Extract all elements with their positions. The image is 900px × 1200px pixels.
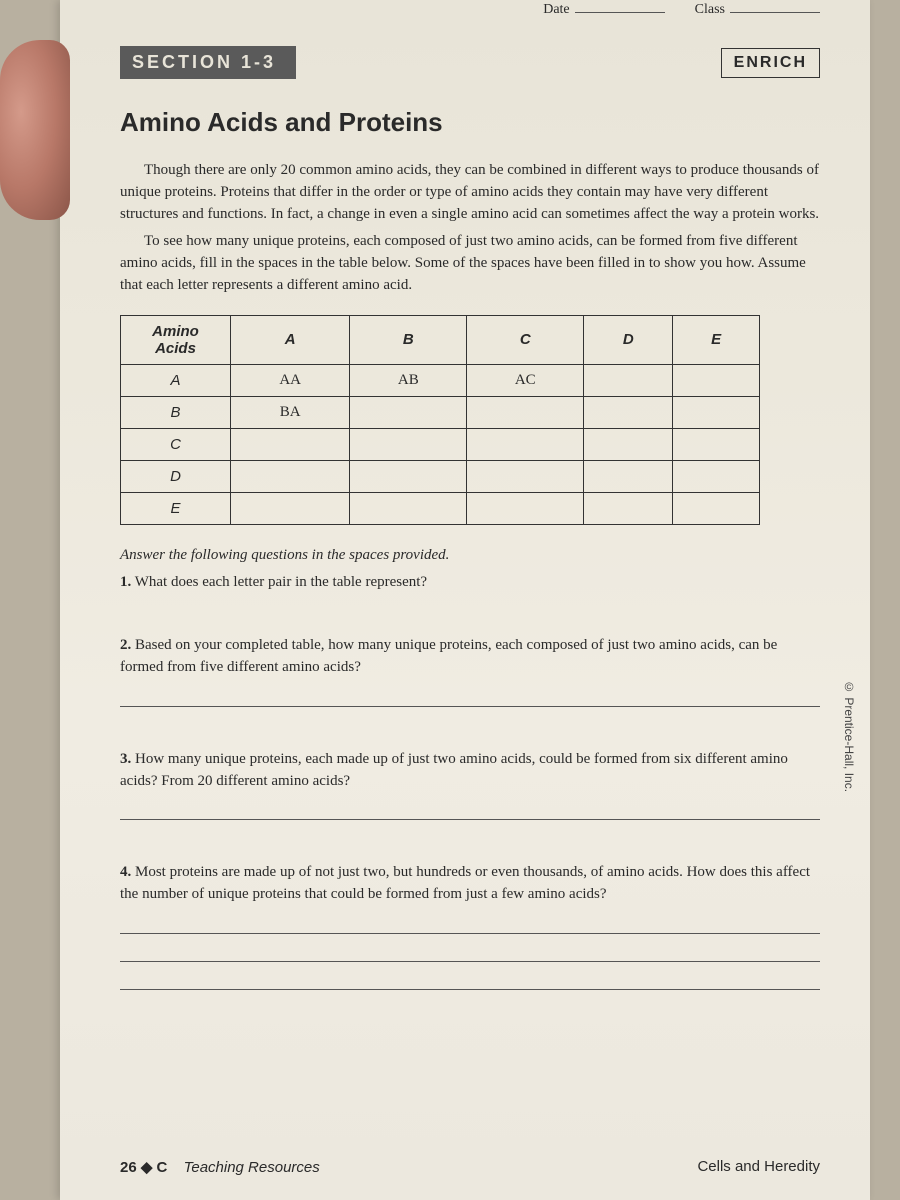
question-number: 2. (120, 637, 131, 653)
hand-holding-page (0, 40, 70, 220)
answer-instruction: Answer the following questions in the sp… (120, 547, 820, 564)
question-2: 2. Based on your completed table, how ma… (120, 635, 820, 679)
table-cell[interactable] (467, 396, 584, 428)
table-corner: Amino Acids (121, 315, 231, 364)
table-cell[interactable] (584, 460, 673, 492)
answer-blank[interactable] (120, 794, 820, 820)
table-cell[interactable] (231, 492, 350, 524)
date-blank[interactable] (575, 12, 665, 13)
answer-blank[interactable] (120, 908, 820, 934)
table-cell[interactable] (673, 492, 760, 524)
question-text: Most proteins are made up of not just tw… (120, 864, 810, 902)
intro-paragraph-1: Though there are only 20 common amino ac… (120, 160, 820, 225)
col-header: A (231, 315, 350, 364)
table-row: B BA (121, 396, 760, 428)
row-label: D (121, 460, 231, 492)
page-title: Amino Acids and Proteins (120, 107, 820, 138)
table-cell[interactable]: AA (231, 364, 350, 396)
question-1: 1. What does each letter pair in the tab… (120, 572, 820, 594)
table-cell[interactable] (584, 364, 673, 396)
table-cell[interactable] (673, 364, 760, 396)
answer-blank[interactable] (120, 936, 820, 962)
question-text: Based on your completed table, how many … (120, 637, 777, 675)
col-header: E (673, 315, 760, 364)
intro-text: Though there are only 20 common amino ac… (120, 160, 820, 297)
intro-paragraph-2: To see how many unique proteins, each co… (120, 231, 820, 296)
row-label: A (121, 364, 231, 396)
question-number: 4. (120, 864, 131, 880)
table-cell[interactable]: BA (231, 396, 350, 428)
question-number: 3. (120, 751, 131, 767)
page-number: 26 ◆ C (120, 1159, 167, 1176)
amino-acids-table: Amino Acids A B C D E A AA AB AC B BA C (120, 315, 760, 525)
table-cell[interactable] (350, 396, 467, 428)
page-footer: 26 ◆ C Teaching Resources Cells and Here… (120, 1158, 820, 1176)
col-header: C (467, 315, 584, 364)
table-row: C (121, 428, 760, 460)
question-3: 3. How many unique proteins, each made u… (120, 749, 820, 793)
col-header: D (584, 315, 673, 364)
table-cell[interactable] (584, 492, 673, 524)
header-fields: Date Class (120, 0, 820, 18)
footer-book-title: Cells and Heredity (697, 1158, 820, 1176)
row-label: B (121, 396, 231, 428)
worksheet-page: Date Class SECTION 1-3 ENRICH Amino Acid… (60, 0, 870, 1200)
table-cell[interactable] (231, 428, 350, 460)
question-number: 1. (120, 574, 131, 590)
table-cell[interactable] (584, 428, 673, 460)
table-cell[interactable]: AC (467, 364, 584, 396)
question-4: 4. Most proteins are made up of not just… (120, 862, 820, 906)
table-cell[interactable] (350, 460, 467, 492)
section-number: SECTION 1-3 (120, 46, 296, 79)
table-cell[interactable] (231, 460, 350, 492)
table-row: A AA AB AC (121, 364, 760, 396)
answer-blank[interactable] (120, 964, 820, 990)
table-cell[interactable] (673, 428, 760, 460)
class-blank[interactable] (730, 12, 820, 13)
table-row: D (121, 460, 760, 492)
date-label: Date (543, 2, 569, 18)
answer-blank[interactable] (120, 681, 820, 707)
table-cell[interactable] (350, 428, 467, 460)
table-cell[interactable] (673, 460, 760, 492)
question-text: What does each letter pair in the table … (135, 574, 427, 590)
row-label: E (121, 492, 231, 524)
question-text: How many unique proteins, each made up o… (120, 751, 788, 789)
col-header: B (350, 315, 467, 364)
enrich-badge: ENRICH (721, 48, 820, 78)
footer-resources: Teaching Resources (184, 1159, 320, 1176)
table-cell[interactable] (350, 492, 467, 524)
table-cell[interactable] (467, 428, 584, 460)
table-cell[interactable] (584, 396, 673, 428)
row-label: C (121, 428, 231, 460)
class-label: Class (695, 2, 725, 18)
table-row: E (121, 492, 760, 524)
table-cell[interactable]: AB (350, 364, 467, 396)
table-cell[interactable] (467, 460, 584, 492)
table-cell[interactable] (467, 492, 584, 524)
table-cell[interactable] (673, 396, 760, 428)
copyright-text: © Prentice-Hall, Inc. (842, 680, 856, 792)
section-bar: SECTION 1-3 ENRICH (120, 46, 820, 79)
